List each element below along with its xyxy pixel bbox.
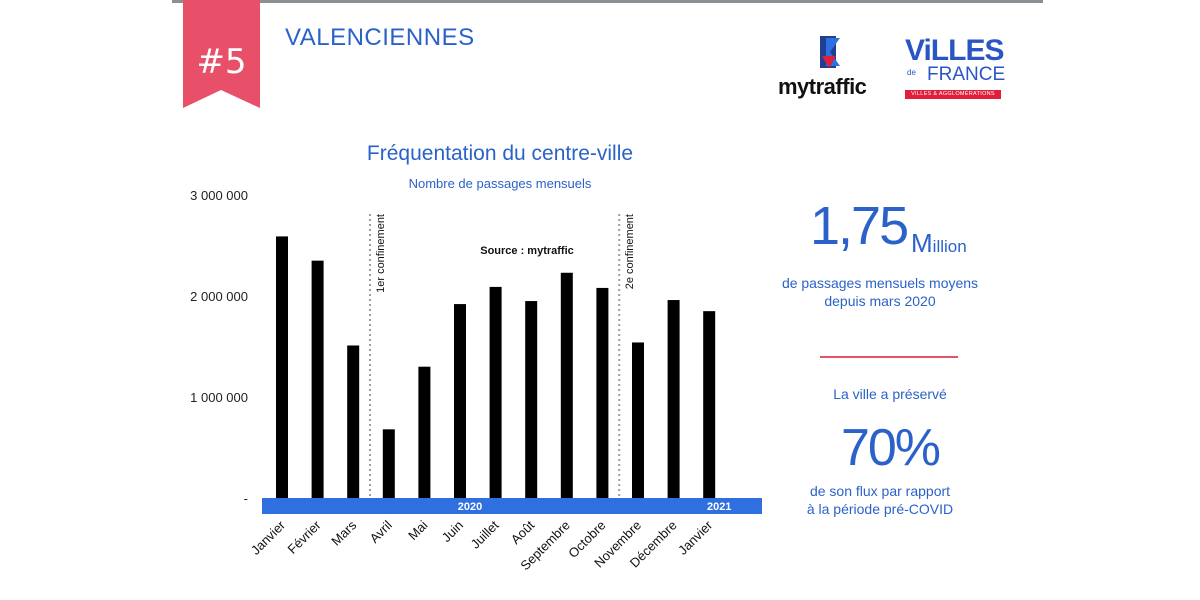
chart-subtitle: Nombre de passages mensuels: [408, 176, 592, 191]
chart-title: Fréquentation du centre-ville: [366, 142, 634, 165]
mytraffic-logo-icon: [820, 36, 840, 68]
villes-de-france-logo: ViLLES de FRANCE VILLES & AGGLOMÉRATIONS: [903, 34, 1006, 102]
x-tick-label: Avril: [367, 517, 395, 545]
average-value: 1,75: [810, 196, 909, 256]
x-tick-label: Juillet: [468, 517, 502, 551]
x-tick-label: Février: [285, 517, 325, 557]
preserved-description-line1: de son flux par rapport: [809, 483, 951, 499]
bar: [489, 286, 502, 498]
year-label: 2020: [458, 501, 482, 513]
preserved-label: La ville a préservé: [833, 386, 947, 402]
y-tick-label: 2 000 000: [190, 289, 248, 304]
bar: [276, 236, 288, 498]
year-label: 2021: [707, 501, 731, 513]
bar: [311, 260, 324, 498]
stats-divider: [820, 356, 958, 358]
bar: [560, 272, 573, 498]
x-tick-label: Mars: [328, 517, 359, 548]
average-description-line1: de passages mensuels moyens: [781, 275, 979, 291]
x-tick-label: Mai: [405, 517, 430, 542]
mytraffic-logo-text: mytraffic: [778, 74, 867, 99]
average-description: de passages mensuels moyens depuis mars …: [770, 274, 990, 310]
average-unit-initial: M: [911, 228, 933, 258]
bar: [703, 311, 716, 498]
rank-number: #5: [196, 42, 247, 82]
bar: [632, 342, 644, 498]
mytraffic-logo: mytraffic: [778, 34, 888, 100]
bar: [596, 287, 609, 498]
x-tick-label: Juin: [439, 518, 466, 545]
villes-logo-de: de: [907, 68, 916, 77]
bar: [454, 304, 466, 498]
x-axis-band: [262, 498, 762, 514]
y-tick-label: -: [244, 491, 248, 506]
source-label: Source : mytraffic: [480, 245, 574, 257]
villes-logo-text: ViLLES: [905, 34, 1004, 67]
preserved-description-line2: à la période pré-COVID: [806, 501, 954, 517]
bar: [525, 301, 538, 498]
bar: [418, 366, 431, 498]
average-unit: Million: [911, 228, 967, 259]
x-tick-label: Août: [508, 517, 538, 547]
bar: [347, 345, 360, 498]
rank-badge: #5: [183, 0, 260, 108]
average-description-line2: depuis mars 2020: [824, 293, 936, 309]
preserved-description: de son flux par rapport à la période pré…: [770, 482, 990, 518]
x-tick-label: Janvier: [675, 517, 716, 558]
badge-ribbon: [183, 0, 260, 108]
y-tick-label: 1 000 000: [190, 390, 248, 405]
top-rule: [172, 0, 1043, 3]
villes-logo-subtitle: VILLES & AGGLOMÉRATIONS: [905, 90, 1001, 99]
confinement-label: 1er confinement: [375, 214, 387, 293]
preserved-percent: 70%: [840, 419, 941, 477]
x-tick-label: Janvier: [248, 517, 289, 558]
bar: [382, 429, 395, 498]
city-name: VALENCIENNES: [285, 24, 475, 51]
average-unit-rest: illion: [932, 237, 967, 256]
y-tick-label: 3 000 000: [190, 188, 248, 203]
confinement-label: 2e confinement: [624, 214, 636, 289]
bar: [667, 300, 680, 498]
france-logo-text: FRANCE: [927, 64, 1006, 85]
